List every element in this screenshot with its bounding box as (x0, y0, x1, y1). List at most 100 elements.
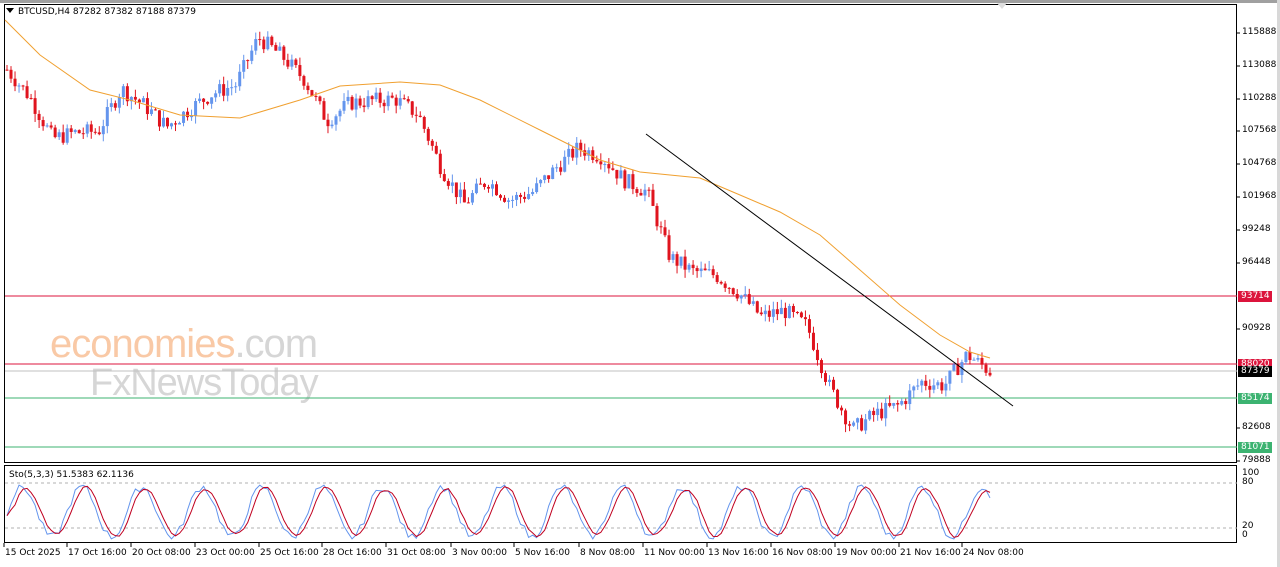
price-tick-label: 107568 (1242, 125, 1277, 135)
bear-candle (695, 268, 699, 272)
bear-candle (49, 125, 53, 128)
bear-candle (430, 140, 434, 146)
downtrend-line (645, 133, 1014, 407)
bear-candle (29, 98, 33, 100)
symbol-ohlc-text: BTCUSD,H4 87282 87382 87188 87379 (18, 7, 196, 17)
bear-candle (282, 46, 286, 60)
price-tick-label: 104768 (1242, 158, 1277, 168)
bear-candle (77, 130, 81, 134)
bear-candle (137, 99, 141, 103)
bear-candle (25, 86, 29, 99)
time-tick-label: 8 Nov 08:00 (580, 548, 635, 558)
bull-candle (242, 60, 246, 72)
stochastic-main-line (6, 484, 991, 540)
bull-candle (619, 170, 623, 179)
bear-candle (494, 184, 498, 196)
bull-candle (161, 117, 165, 127)
bull-candle (671, 254, 675, 260)
bull-candle (45, 125, 49, 127)
chart-shift-marker-icon[interactable] (997, 3, 1007, 9)
time-tick-label: 31 Oct 08:00 (387, 548, 446, 558)
price-tick-label: 101968 (1242, 191, 1277, 201)
bear-candle (21, 85, 25, 87)
bull-candle (884, 403, 888, 419)
bull-candle (543, 175, 547, 180)
price-tick-label: 79888 (1242, 455, 1271, 465)
bear-candle (703, 268, 707, 271)
bull-candle (920, 380, 924, 386)
price-chart-pane[interactable] (4, 4, 1237, 463)
bull-candle (338, 110, 342, 117)
bull-candle (198, 98, 202, 102)
bear-candle (442, 174, 446, 182)
bear-candle (153, 109, 157, 111)
bull-candle (779, 307, 783, 315)
bull-candle (908, 390, 912, 405)
bull-candle (936, 382, 940, 386)
dropdown-triangle-icon[interactable] (6, 8, 14, 13)
bear-candle (747, 294, 751, 304)
bear-candle (639, 192, 643, 196)
bear-candle (37, 113, 41, 121)
price-tick-label: 90928 (1242, 323, 1271, 333)
sto-axis-label: 20 (1242, 521, 1254, 531)
bear-candle (523, 196, 527, 199)
bear-candle (663, 227, 667, 236)
bull-candle (864, 419, 868, 431)
time-tick-label: 15 Oct 2025 (5, 548, 61, 558)
bear-candle (274, 45, 278, 51)
stochastic-pane[interactable] (4, 465, 1237, 543)
bull-candle (567, 148, 571, 157)
bear-candle (811, 332, 815, 350)
bear-candle (615, 169, 619, 179)
bear-candle (940, 382, 944, 391)
bear-candle (571, 148, 575, 158)
bull-candle (101, 126, 105, 135)
bear-candle (358, 98, 362, 106)
bull-candle (117, 97, 121, 108)
bear-candle (583, 150, 587, 156)
bull-candle (535, 183, 539, 193)
bear-candle (775, 309, 779, 315)
bull-candle (976, 358, 980, 360)
bear-candle (711, 269, 715, 276)
bear-candle (819, 360, 823, 374)
bear-candle (815, 349, 819, 361)
bull-candle (944, 383, 948, 391)
chart-title[interactable]: BTCUSD,H4 87282 87382 87188 87379 (6, 7, 196, 17)
bear-candle (799, 312, 803, 318)
bull-candle (354, 98, 358, 110)
bull-candle (470, 193, 474, 203)
bear-candle (715, 275, 719, 282)
bear-candle (302, 76, 306, 86)
bear-candle (145, 98, 149, 115)
bear-candle (832, 379, 836, 390)
bear-candle (113, 103, 117, 108)
moving-average-line (4, 19, 991, 359)
bear-candle (980, 358, 984, 365)
bear-candle (795, 311, 799, 313)
bull-candle (856, 418, 860, 423)
bear-candle (370, 96, 374, 100)
bear-candle (222, 84, 226, 96)
bear-candle (988, 372, 992, 376)
watermark-economies: economies.com (50, 322, 318, 367)
price-tick-label: 99248 (1242, 224, 1271, 234)
bear-candle (595, 159, 599, 162)
stochastic-signal-line (6, 485, 991, 538)
bear-candle (318, 96, 322, 102)
bull-candle (214, 93, 218, 98)
bear-candle (165, 117, 169, 127)
bull-candle (551, 167, 555, 180)
sto-axis-label: 100 (1242, 468, 1260, 478)
bear-candle (823, 373, 827, 382)
bull-candle (218, 84, 222, 94)
price-tick-label: 113088 (1242, 60, 1277, 70)
bear-candle (69, 128, 73, 132)
watermark-suffix: .com (234, 322, 318, 366)
bull-candle (699, 268, 703, 272)
bear-candle (731, 288, 735, 294)
bull-candle (178, 122, 182, 125)
bear-candle (836, 389, 840, 408)
bear-candle (298, 65, 302, 77)
